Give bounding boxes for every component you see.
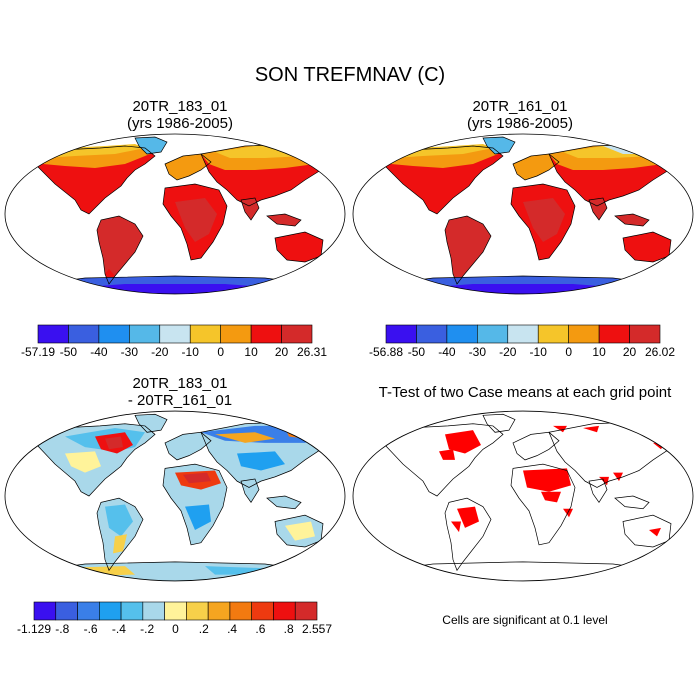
colorbar-box-top_right-3 [477, 324, 509, 344]
colorbar-box-top_right-0 [385, 324, 417, 344]
colorbar-label-top_right-1: -50 [407, 345, 426, 359]
figure-title: SON TREFMNAV (C) [254, 64, 446, 86]
colorbar-label-bottom_left-10: 2.557 [301, 622, 333, 636]
colorbar-label-top_left-2: -40 [90, 345, 108, 359]
colorbar-label-bottom_left-8: .6 [255, 622, 266, 636]
panel-title-top-right-line1: 20TR_161_01 [472, 98, 568, 115]
colorbar-box-top_right-2 [446, 324, 478, 344]
panel-title-bottom-left-line2: - 20TR_161_01 [127, 392, 233, 409]
colorbar-label-top_right-0: -56.88 [368, 345, 404, 359]
colorbar-label-top_left-5: -10 [181, 345, 199, 359]
colorbar-label-bottom_left-2: -.6 [83, 622, 98, 636]
colorbar-box-top_left-2 [98, 324, 130, 344]
panel-title-bottom-left-line1: 20TR_183_01 [132, 375, 228, 392]
colorbar-label-top_left-7: 10 [244, 345, 258, 359]
colorbar-label-top_left-1: -50 [59, 345, 78, 359]
colorbar-box-bottom_left-10 [251, 601, 274, 621]
colorbar-top-left [37, 324, 313, 344]
colorbar-label-top_right-2: -40 [438, 345, 456, 359]
colorbar-box-top_left-4 [159, 324, 191, 344]
colorbar-label-top_left-0: -57.19 [20, 345, 56, 359]
colorbar-label-top_left-4: -20 [151, 345, 169, 359]
colorbar-box-bottom_left-3 [99, 601, 122, 621]
colorbar-label-top_right-7: 10 [592, 345, 606, 359]
colorbar-box-top_right-7 [598, 324, 630, 344]
colorbar-box-top_left-0 [37, 324, 69, 344]
colorbar-box-bottom_left-11 [273, 601, 296, 621]
colorbar-box-bottom_left-5 [142, 601, 165, 621]
colorbar-box-top_right-1 [416, 324, 448, 344]
colorbar-label-bottom_left-5: 0 [172, 622, 179, 636]
colorbar-label-top_left-6: 0 [217, 345, 224, 359]
colorbar-bottom-left [33, 601, 318, 621]
colorbar-label-top_right-3: -30 [468, 345, 486, 359]
colorbar-box-top_left-6 [220, 324, 252, 344]
colorbar-label-bottom_left-3: -.4 [111, 622, 126, 636]
colorbar-box-top_right-8 [629, 324, 661, 344]
map-bottom-right [352, 410, 694, 582]
panel-title-top-right: 20TR_161_01 (yrs 1986-2005) [360, 98, 680, 132]
colorbar-box-top_left-7 [250, 324, 282, 344]
colorbar-label-top_right-8: 20 [622, 345, 637, 359]
colorbar-label-top_left-8: 20 [274, 345, 289, 359]
colorbar-labels-top-left: -57.19 -50 -40 -30 -20 -10 0 10 20 26.31 [21, 345, 327, 361]
map-top-right [352, 133, 694, 295]
colorbar-label-top_right-6: 0 [565, 345, 572, 359]
panel-title-top-right-line2: (yrs 1986-2005) [467, 115, 573, 132]
colorbar-label-bottom_left-1: -.8 [55, 622, 70, 636]
panel-title-bottom-left: 20TR_183_01 - 20TR_161_01 [20, 375, 340, 409]
panel-title-top-left-line2: (yrs 1986-2005) [127, 115, 233, 132]
colorbar-box-top_left-3 [129, 324, 161, 344]
colorbar-box-bottom_left-9 [229, 601, 252, 621]
colorbar-label-top_right-9: 26.02 [644, 345, 676, 359]
colorbar-box-top_right-4 [507, 324, 539, 344]
colorbar-box-bottom_left-2 [77, 601, 100, 621]
panel-title-bottom-right: T-Test of two Case means at each grid po… [350, 384, 700, 401]
colorbar-label-bottom_left-9: .8 [283, 622, 294, 636]
panel-title-top-left: 20TR_183_01 (yrs 1986-2005) [20, 98, 340, 132]
colorbar-label-top_right-4: -20 [499, 345, 517, 359]
colorbar-box-bottom_left-12 [294, 601, 318, 621]
significance-note: Cells are significant at 0.1 level [442, 613, 608, 627]
colorbar-top-right [385, 324, 661, 344]
colorbar-box-bottom_left-1 [55, 601, 78, 621]
colorbar-label-bottom_left-6: .2 [198, 622, 209, 636]
colorbar-box-top_right-6 [568, 324, 600, 344]
colorbar-label-bottom_left-4: -.2 [140, 622, 155, 636]
map-bottom-left [4, 410, 346, 582]
colorbar-box-bottom_left-8 [207, 601, 231, 621]
colorbar-label-top_left-9: 26.31 [296, 345, 328, 359]
colorbar-box-top_left-8 [281, 324, 313, 344]
colorbar-box-bottom_left-7 [186, 601, 209, 621]
colorbar-label-top_left-3: -30 [120, 345, 138, 359]
colorbar-label-bottom_left-0: -1.129 [16, 622, 52, 636]
colorbar-labels-bottom-left: -1.129 -.8 -.6 -.4 -.2 0 .2 .4 .6 .8 2.557 [17, 622, 332, 638]
colorbar-box-top_left-5 [189, 324, 221, 344]
colorbar-box-top_right-5 [537, 324, 569, 344]
colorbar-box-bottom_left-0 [33, 601, 57, 621]
colorbar-labels-top-right: -56.88 -50 -40 -30 -20 -10 0 10 20 26.02 [369, 345, 675, 361]
colorbar-box-top_left-1 [68, 324, 100, 344]
panel-title-top-left-line1: 20TR_183_01 [132, 98, 228, 115]
colorbar-label-top_right-5: -10 [529, 345, 547, 359]
colorbar-box-bottom_left-6 [164, 601, 187, 621]
colorbar-box-bottom_left-4 [120, 601, 144, 621]
map-top-left [4, 133, 346, 295]
panel-title-bottom-right-line1: T-Test of two Case means at each grid po… [378, 384, 672, 401]
colorbar-label-bottom_left-7: .4 [227, 622, 238, 636]
